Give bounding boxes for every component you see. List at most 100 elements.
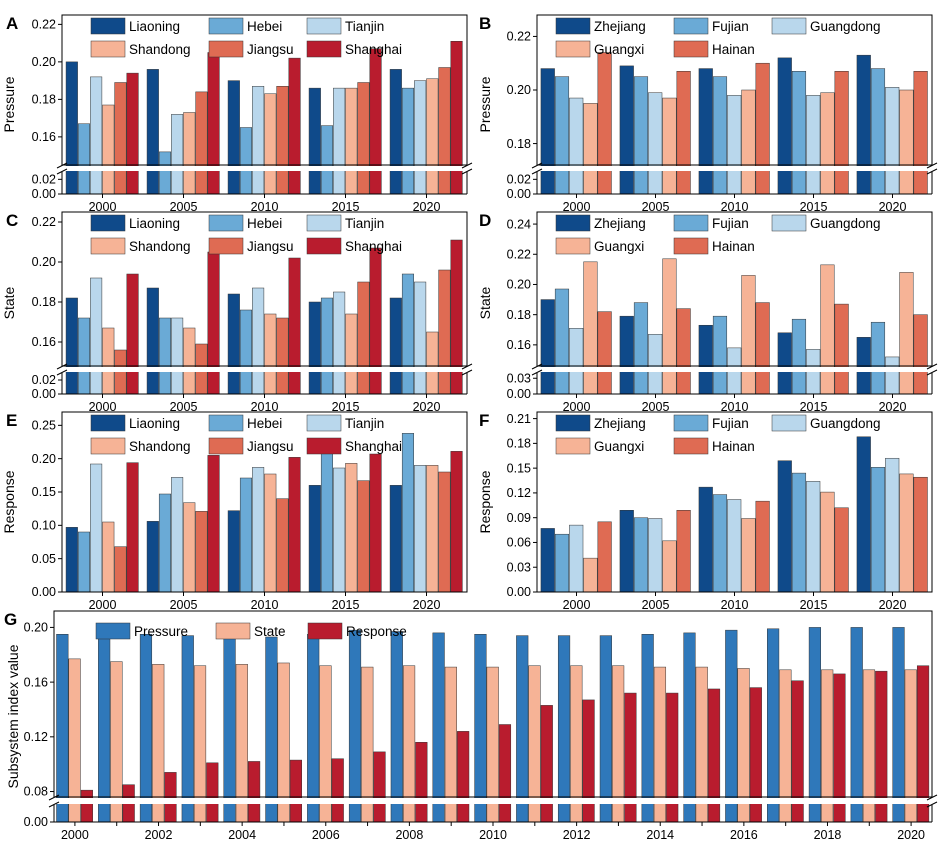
panel-f-ytick-label: 0.21: [507, 412, 531, 426]
panel-c-bar-hebei-2020: [401, 273, 415, 395]
panel-f-legend-swatch-hainan: [673, 437, 709, 455]
panel-d-ytick-label: 0.00: [507, 387, 531, 401]
panel-a-bar-hebei-2015: [320, 125, 334, 195]
panel-e-ylabel: Response: [1, 470, 17, 533]
panel-e-bar-tianjin-2015: [333, 467, 346, 593]
panel-f-bar-guangdong-2010: [727, 499, 742, 593]
panel-b-axis-break-gap: [531, 166, 938, 171]
panel-a-bar-tianjin-2015: [333, 87, 346, 195]
panel-g-bar-response-2007: [373, 751, 386, 823]
panel-b-bar-guangxi-2000: [583, 103, 598, 195]
panel-a-ytick-label: 0.16: [32, 130, 56, 144]
panel-e-bar-shanghai-2005: [207, 455, 220, 593]
panel-f-bar-hainan-2020: [913, 476, 928, 593]
panel-e-bar-liaoning-2010: [227, 510, 240, 593]
panel-d-bar-guangdong-2020: [885, 356, 900, 395]
panel-d-bar-zhejiang-2015: [777, 332, 792, 395]
panel-g-legend-swatch-response: [307, 622, 343, 640]
panel-e-legend-label-jiangsu: Jiangsu: [247, 439, 294, 454]
panel-e-xtick-label: 2020: [413, 598, 441, 612]
panel-e-xtick-label: 2000: [89, 598, 117, 612]
panel-f-bar-zhejiang-2020: [856, 436, 871, 593]
panel-e-bar-shanghai-2000: [126, 462, 139, 593]
panel-e-bar-hebei-2015: [320, 449, 334, 593]
panel-d: D 0.16 0.18 0.20 0.22 0.24 0.00 0.03 2000 2005 201…: [477, 211, 938, 414]
panel-c-xtick-label: 2015: [332, 400, 360, 414]
panel-b-bar-guangdong-2010: [727, 95, 742, 195]
panel-e-bar-jiangsu-2020: [438, 471, 451, 593]
panel-c-bar-shanghai-2015: [369, 247, 382, 395]
panel-g-bar-response-2009: [457, 731, 470, 823]
panel-d-xtick-label: 2015: [800, 400, 828, 414]
panel-b-ytick-label: 0.18: [507, 137, 531, 151]
panel-e-legend-swatch-liaoning: [90, 414, 126, 432]
panel-e-bar-liaoning-2005: [146, 521, 159, 593]
panel-a-xtick-label: 2020: [413, 200, 441, 214]
panel-a-bar-shandong-2000: [102, 104, 115, 195]
panel-g-bar-pressure-2002: [139, 634, 153, 823]
panel-a-bar-liaoning-2010: [227, 80, 240, 195]
panel-a-bar-hebei-2000: [77, 123, 90, 195]
panel-c-bar-tianjin-2015: [333, 291, 346, 395]
panel-d-bar-hainan-2020: [913, 314, 928, 395]
panel-c-bar-liaoning-2000: [65, 297, 78, 395]
panel-a-legend-swatch-hebei: [208, 17, 244, 35]
panel-c-legend-label-tianjin: Tianjin: [345, 216, 384, 231]
panel-a-bar-tianjin-2020: [414, 80, 427, 195]
panel-g-bar-response-2010: [498, 724, 512, 823]
panel-f-bar-guangdong-2020: [885, 457, 900, 593]
panel-e-legend-label-hebei: Hebei: [247, 416, 282, 431]
panel-d-bar-guangdong-2005: [648, 334, 663, 395]
panel-f-ytick-label: 0.12: [507, 486, 531, 500]
panel-f-bar-guangxi-2020: [899, 473, 914, 593]
panel-d-bar-guangxi-2000: [583, 261, 598, 395]
panel-f-bar-guangxi-2000: [583, 557, 598, 593]
panel-b-bar-guangdong-2000: [569, 97, 584, 195]
panel-a-bar-liaoning-2015: [308, 87, 321, 195]
panel-d-bar-fujian-2005: [633, 302, 649, 395]
panel-g: G 0.08 0.12 0.16 0.20 0.00 2000 2002 2004 2006 200…: [4, 610, 938, 842]
panel-d-legend-label-hainan: Hainan: [712, 239, 755, 254]
panel-e-bar-liaoning-2015: [308, 485, 321, 593]
panel-f-bar-zhejiang-2000: [540, 528, 555, 593]
panel-a-xtick-label: 2000: [89, 200, 117, 214]
panel-a-xtick-label: 2015: [332, 200, 360, 214]
panel-b-bar-zhejiang-2010: [698, 68, 713, 195]
panel-c-break-mark: [56, 369, 68, 376]
panel-e-bar-shandong-2020: [426, 465, 439, 593]
panel-a-bar-jiangsu-2005: [195, 91, 208, 195]
panel-a-bar-shandong-2010: [264, 93, 277, 195]
panel-g-bar-state-2000: [68, 658, 81, 823]
panel-c-bar-tianjin-2020: [414, 281, 427, 395]
panel-c-bar-shanghai-2010: [288, 257, 301, 395]
panel-a-legend-swatch-shanghai: [306, 40, 342, 58]
panel-e-bar-jiangsu-2015: [357, 480, 370, 593]
panel-f-letter: F: [479, 411, 489, 430]
panel-b-bar-fujian-2010: [712, 76, 728, 195]
panel-g-xtick-label: 2006: [312, 828, 340, 842]
panel-a-ytick-label: 0.00: [32, 187, 56, 201]
panel-g-bar-pressure-2018: [808, 627, 821, 823]
panel-c-ytick-label: 0.00: [32, 387, 56, 401]
panel-d-legend-swatch-zhejiang: [555, 214, 591, 232]
panel-c-xtick-label: 2010: [251, 400, 279, 414]
panel-g-bar-pressure-2016: [725, 629, 738, 823]
panel-c-bar-shanghai-2000: [126, 273, 139, 395]
panel-c-bar-jiangsu-2015: [357, 281, 370, 395]
panel-g-axis-break-gap: [48, 798, 938, 804]
panel-g-bar-response-2000: [80, 789, 93, 823]
panel-d-bar-fujian-2010: [712, 315, 728, 395]
panel-b-bar-zhejiang-2000: [540, 68, 555, 195]
panel-f-legend-swatch-zhejiang: [555, 414, 591, 432]
panel-a-ylabel: Pressure: [1, 76, 17, 132]
panel-d-legend-swatch-guangxi: [555, 237, 591, 255]
panel-e-bar-shandong-2015: [345, 463, 358, 593]
panel-c-ytick-label: 0.20: [32, 255, 56, 269]
panel-a-bar-liaoning-2020: [389, 69, 402, 195]
panel-f-bar-guangdong-2000: [569, 524, 584, 593]
panel-e-bar-shanghai-2020: [450, 451, 463, 593]
panel-d-bar-guangxi-2020: [899, 272, 914, 395]
panel-c-bar-shandong-2005: [183, 327, 196, 395]
panel-a-legend-label-jiangsu: Jiangsu: [247, 42, 294, 57]
panel-d-ytick-label: 0.24: [507, 217, 531, 231]
